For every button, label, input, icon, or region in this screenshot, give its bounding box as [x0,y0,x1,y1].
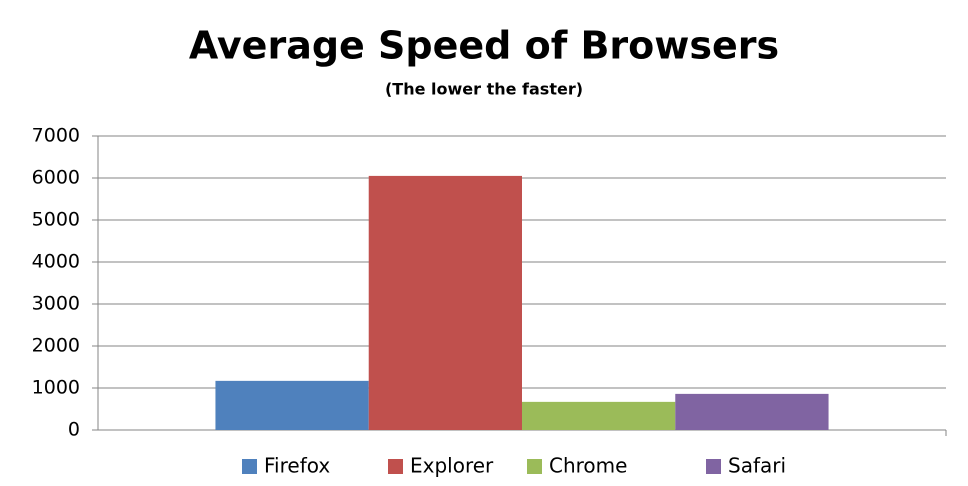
y-tick-label: 3000 [32,293,80,315]
chart-subtitle: (The lower the faster) [385,80,583,99]
y-tick-label: 4000 [32,251,80,273]
y-tick-label: 7000 [32,125,80,147]
legend-label: Explorer [410,454,494,478]
bar [675,393,829,430]
legend-swatch [527,459,542,474]
chart-title: Average Speed of Browsers [189,24,779,68]
y-tick-label: 0 [68,419,80,441]
y-tick-label: 6000 [32,167,80,189]
legend-label: Firefox [264,454,330,478]
legend-swatch [388,459,403,474]
y-tick-label: 5000 [32,209,80,231]
legend-swatch [242,459,257,474]
legend-label: Chrome [549,454,627,478]
legend-label: Safari [728,454,786,478]
bar [522,401,676,430]
y-tick-label: 2000 [32,335,80,357]
bar [368,175,522,430]
legend-swatch [706,459,721,474]
bar [215,380,369,430]
y-tick-label: 1000 [32,377,80,399]
